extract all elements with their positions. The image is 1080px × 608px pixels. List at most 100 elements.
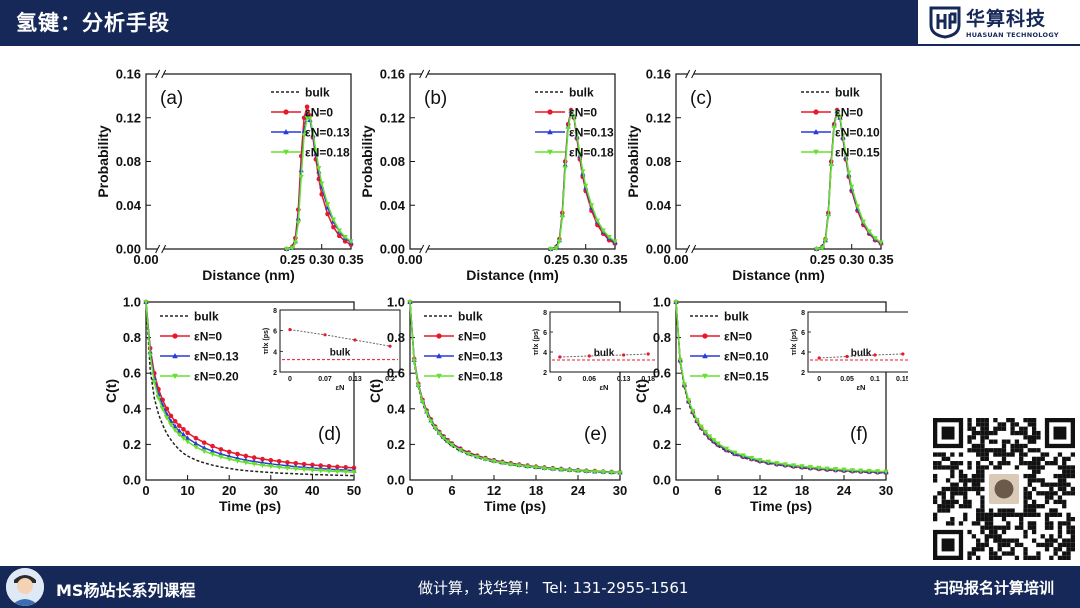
qr-module (976, 443, 981, 449)
data-point (617, 470, 623, 476)
qr-module (1031, 525, 1037, 530)
qr-module (950, 499, 955, 505)
qr-module (1031, 521, 1037, 526)
qr-module (1001, 508, 1007, 513)
axis-break-mark (425, 69, 431, 79)
avatar-icon (6, 568, 44, 606)
qr-module (976, 478, 981, 483)
qr-module (1031, 478, 1037, 483)
qr-module (1057, 529, 1063, 535)
inset-y-tick-label: 2 (543, 370, 547, 377)
qr-module (984, 456, 989, 462)
qr-module (976, 512, 981, 517)
qr-module (1027, 448, 1032, 453)
data-point (307, 115, 313, 121)
qr-module (971, 534, 977, 539)
qr-module (945, 465, 951, 470)
footer: MS杨站长系列课程 做计算，找华算！ Tel: 131-2955-1561 扫码… (0, 566, 1080, 608)
data-point (351, 470, 357, 475)
legend-label: εN=0.13 (194, 350, 239, 364)
y-tick-label: 0.08 (646, 154, 671, 169)
y-tick-label: 0.6 (653, 366, 671, 381)
qr-module (1036, 504, 1041, 509)
legend-label: bulk (724, 310, 749, 324)
qr-module (967, 465, 972, 470)
qr-module (971, 478, 977, 483)
qr-module (967, 448, 972, 453)
data-point (304, 104, 310, 110)
qr-module (1023, 504, 1028, 509)
data-point (600, 469, 606, 475)
legend-label: εN=0.18 (458, 370, 503, 384)
qr-module (1049, 555, 1054, 560)
data-point (702, 429, 708, 435)
qr-module (1040, 456, 1045, 462)
data-point (251, 455, 257, 460)
qr-center-logo-mark (994, 479, 1014, 499)
qr-module (1019, 426, 1024, 431)
qr-module (1057, 555, 1063, 560)
legend-label: εN=0 (305, 106, 333, 120)
legend-label: εN=0.13 (569, 126, 614, 140)
qr-module (1027, 478, 1032, 483)
x-tick-label: 0.35 (602, 252, 627, 267)
axis-break-mark (691, 69, 697, 79)
qr-module (1070, 542, 1075, 548)
qr-module (1066, 491, 1071, 496)
qr-module (1066, 465, 1071, 470)
qr-module (963, 482, 968, 487)
inset-y-tick-label: 4 (801, 350, 805, 357)
y-tick-label: 0.04 (380, 198, 406, 213)
qr-module (954, 465, 959, 470)
data-point (155, 396, 162, 401)
qr-module (933, 465, 938, 470)
qr-module (976, 538, 981, 543)
axis-break-mark (161, 69, 167, 79)
y-tick-label: 1.0 (653, 295, 671, 310)
qr-module (1010, 547, 1015, 552)
data-point (151, 380, 157, 385)
qr-module (988, 551, 994, 556)
inset-data-point (901, 352, 905, 356)
qr-module (1031, 448, 1037, 453)
qr-module (963, 495, 968, 500)
y-tick-label: 0.00 (380, 242, 405, 257)
axis-break-gap (687, 70, 694, 78)
qr-code[interactable] (933, 418, 1075, 560)
qr-module (1031, 529, 1037, 535)
legend-label: bulk (458, 310, 483, 324)
data-point (833, 467, 839, 472)
qr-module (1023, 430, 1028, 436)
qr-module (950, 516, 955, 522)
qr-module (988, 448, 994, 453)
data-point (878, 240, 884, 246)
data-point (310, 462, 315, 468)
qr-module (1062, 551, 1067, 556)
data-point (318, 468, 324, 474)
chart-panel-2: 0.00 0.04 0.08 0.12 0.16 0.00 0.25 0.30 0.35 Dist… (359, 67, 628, 284)
logo-tagline: HUASUAN TECHNOLOGY (966, 31, 1059, 39)
data-point (226, 449, 232, 455)
data-point (235, 451, 240, 457)
qr-module (1062, 456, 1067, 462)
qr-module (1053, 456, 1058, 462)
qr-module (967, 426, 972, 431)
plot-frame (409, 301, 621, 481)
qr-module (950, 495, 955, 500)
data-point (686, 398, 692, 404)
legend-label: bulk (305, 86, 330, 100)
qr-module (1070, 469, 1075, 474)
qr-module (1049, 491, 1054, 496)
qr-module (1044, 461, 1050, 466)
qr-module (1049, 508, 1054, 513)
x-tick-label: 0.30 (573, 252, 598, 267)
qr-module (1014, 512, 1020, 517)
y-tick-label: 0.08 (116, 154, 141, 169)
qr-module (1014, 555, 1020, 560)
qr-module (984, 452, 989, 457)
qr-module (950, 469, 955, 474)
y-tick-label: 1.0 (387, 295, 405, 310)
qr-module (967, 555, 972, 560)
qr-module (980, 495, 985, 500)
qr-module (976, 469, 981, 474)
